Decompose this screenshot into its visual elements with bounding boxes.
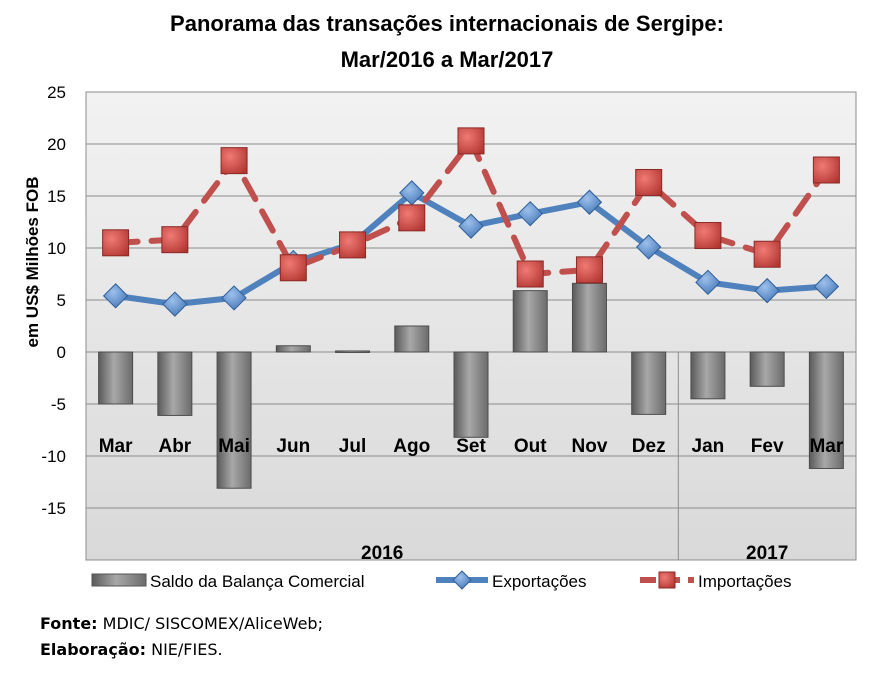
category-label: Jan bbox=[692, 436, 725, 457]
footer-credit-text: NIE/FIES. bbox=[146, 640, 223, 659]
category-label: Mar bbox=[809, 436, 843, 457]
y-tick-label: -10 bbox=[41, 447, 66, 466]
importacoes-point bbox=[753, 240, 781, 268]
legend: Saldo da Balança Comercial Exportações I… bbox=[91, 570, 792, 591]
bars-saldo bbox=[98, 282, 844, 489]
category-label: Jun bbox=[276, 436, 310, 457]
legend-item-saldo[interactable]: Saldo da Balança Comercial bbox=[91, 572, 365, 591]
y-tick-label: -5 bbox=[51, 395, 66, 414]
bar-saldo bbox=[216, 351, 252, 489]
exportacoes-point bbox=[517, 200, 543, 227]
footer-source: Fonte: MDIC/ SISCOMEX/AliceWeb; bbox=[40, 614, 323, 633]
category-labels: Mar Abr Mai Jun Jul Ago Set Out Nov Dez Jan Fev Mar bbox=[99, 436, 844, 457]
importacoes-point bbox=[339, 231, 367, 259]
importacoes-point bbox=[102, 229, 130, 257]
bar-saldo bbox=[690, 351, 726, 400]
importacoes-point bbox=[279, 254, 307, 282]
chart-title-line2: Mar/2016 a Mar/2017 bbox=[341, 47, 554, 72]
importacoes-point bbox=[812, 156, 840, 184]
y-tick-label: 20 bbox=[47, 135, 66, 154]
line-importacoes bbox=[102, 127, 840, 288]
bar-saldo bbox=[749, 351, 785, 387]
bar-saldo bbox=[571, 282, 607, 353]
y-axis-label: em US$ Milhões FOB bbox=[23, 177, 42, 348]
exportacoes-point bbox=[813, 273, 840, 300]
category-label: Fev bbox=[751, 436, 784, 457]
bar-saldo bbox=[98, 351, 134, 405]
exportacoes-point bbox=[458, 213, 484, 239]
bar-saldo bbox=[512, 290, 548, 353]
legend-marker-exportacoes bbox=[452, 570, 472, 590]
footer-credit: Elaboração: NIE/FIES. bbox=[40, 640, 223, 659]
bar-saldo bbox=[808, 351, 844, 469]
category-label: Ago bbox=[393, 436, 430, 457]
category-label: Set bbox=[456, 436, 486, 457]
plot-area bbox=[85, 91, 857, 561]
importacoes-point bbox=[398, 204, 426, 232]
y-tick-label: 15 bbox=[47, 187, 66, 206]
exportacoes-point bbox=[576, 189, 603, 215]
bar-saldo bbox=[453, 351, 489, 438]
importacoes-point bbox=[457, 127, 485, 155]
legend-marker-importacoes bbox=[658, 571, 676, 589]
importacoes-point bbox=[575, 256, 603, 284]
exportacoes-point bbox=[635, 234, 662, 260]
bar-saldo bbox=[335, 350, 371, 353]
footer-credit-label: Elaboração: bbox=[40, 640, 147, 659]
category-label: Dez bbox=[632, 436, 666, 457]
footer-source-label: Fonte: bbox=[40, 614, 98, 633]
importacoes-point bbox=[694, 222, 722, 250]
category-label: Nov bbox=[572, 436, 608, 457]
chart-title-line1: Panorama das transações internacionais d… bbox=[170, 11, 724, 36]
category-label: Mai bbox=[218, 436, 250, 457]
importacoes-point bbox=[516, 260, 544, 288]
legend-label-saldo: Saldo da Balança Comercial bbox=[150, 572, 365, 591]
bar-saldo bbox=[631, 351, 667, 415]
legend-swatch-saldo bbox=[91, 573, 147, 587]
footer-source-text: MDIC/ SISCOMEX/AliceWeb; bbox=[97, 614, 323, 633]
exportacoes-point bbox=[102, 283, 129, 309]
category-label: Jul bbox=[339, 436, 366, 457]
category-label: Mar bbox=[99, 436, 133, 457]
y-tick-labels: 25 20 15 10 5 0 -5 -10 -15 bbox=[41, 83, 66, 518]
chart: Panorama das transações internacionais d… bbox=[23, 11, 857, 591]
category-label: Abr bbox=[158, 436, 191, 457]
importacoes-point bbox=[161, 226, 189, 254]
legend-label-exportacoes: Exportações bbox=[492, 572, 587, 591]
importacoes-point bbox=[220, 147, 248, 175]
exportacoes-point bbox=[221, 285, 247, 311]
bar-saldo bbox=[394, 325, 430, 353]
exportacoes-point bbox=[695, 269, 721, 296]
year-label: 2016 bbox=[361, 543, 403, 564]
y-tick-label: 5 bbox=[57, 291, 66, 310]
bar-saldo bbox=[275, 345, 311, 353]
y-tick-label: 10 bbox=[47, 239, 66, 258]
importacoes-point bbox=[635, 168, 663, 196]
year-label: 2017 bbox=[746, 543, 788, 564]
exportacoes-point bbox=[162, 291, 188, 317]
category-label: Out bbox=[514, 436, 547, 457]
year-groups: 2016 2017 bbox=[361, 352, 788, 564]
exportacoes-point bbox=[754, 277, 780, 304]
legend-item-importacoes[interactable]: Importações bbox=[640, 571, 792, 591]
y-tick-label: 0 bbox=[57, 343, 66, 362]
legend-item-exportacoes[interactable]: Exportações bbox=[436, 570, 587, 591]
legend-label-importacoes: Importações bbox=[698, 572, 792, 591]
y-tick-label: 25 bbox=[47, 83, 66, 102]
y-tick-label: -15 bbox=[41, 499, 66, 518]
bar-saldo bbox=[157, 351, 193, 416]
